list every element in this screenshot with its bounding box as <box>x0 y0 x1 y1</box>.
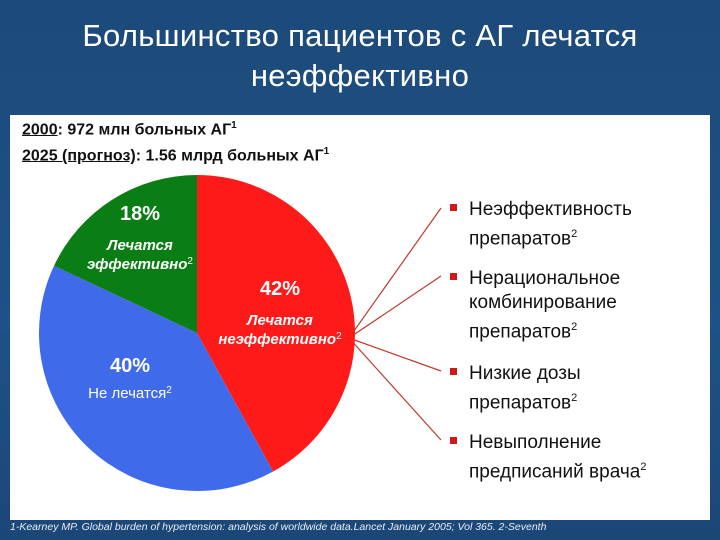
reason-2-line1: Нерациональное <box>469 268 621 289</box>
pie-slice-3-ref: 2 <box>187 256 193 267</box>
pie-slices <box>38 175 355 491</box>
pie-slice-2-label: Не лечатся2 <box>88 385 172 402</box>
pie-slice-3 <box>54 175 198 333</box>
stat-2025-label: 2025 (прогноз) <box>22 147 136 165</box>
reason-3-line2: препаратов <box>469 392 572 414</box>
connector-line-4 <box>348 337 442 441</box>
pie-slice-labels: 42% Лечатся неэффективно2 40% Не лечатся2 18%… <box>87 203 342 402</box>
reason-1-ref: 2 <box>571 228 578 240</box>
pie-slice-2-percent: 40% <box>110 355 150 377</box>
stat-2000-year: 2000 <box>22 121 58 139</box>
reason-4-ref: 2 <box>640 461 647 473</box>
reason-3-line1: Низкие дозы <box>469 363 581 384</box>
pie-slice-3-label-line2: эффективно2 <box>87 256 193 273</box>
reason-4-line2: предписаний врача <box>469 461 641 483</box>
pie-slice-3-label: Лечатся <box>106 237 173 254</box>
pie-slice-1-label-line2: неэффективно2 <box>218 331 342 348</box>
reason-item-2: Нерациональное комбинирование препаратов2 <box>448 267 620 344</box>
reason-2-line2: комбинирование <box>469 292 617 313</box>
pie-slice-1-label: Лечатся <box>246 312 313 329</box>
reason-2-line3: препаратов <box>469 321 572 343</box>
pie-slice-3-percent: 18% <box>120 203 160 225</box>
pie-slice-1-percent: 42% <box>260 278 300 300</box>
connector-line-3 <box>348 337 442 372</box>
stat-2000: 2000: 972 млн больных АГ1 <box>22 120 237 139</box>
pie-slice-1 <box>197 175 355 472</box>
connector-lines <box>348 207 442 441</box>
stat-2025-text: : 1.56 млрд больных АГ <box>135 147 324 165</box>
reason-item-4: Невыполнение предписаний врача2 <box>448 431 646 484</box>
slide-title: Большинство пациентов с АГ лечатся неэфф… <box>20 16 700 96</box>
pie-slice-1-ref: 2 <box>336 331 342 342</box>
connector-line-1 <box>348 207 442 339</box>
slide-title-line1: Большинство пациентов с АГ лечатся <box>82 18 638 53</box>
reason-4-line1: Невыполнение <box>469 432 602 453</box>
slide-title-line2: неэффективно <box>250 58 470 93</box>
pie-slice-2 <box>38 265 274 491</box>
stat-2025: 2025 (прогноз): 1.56 млрд больных АГ1 <box>22 146 329 165</box>
reason-item-1: Неэффективность препаратов2 <box>448 198 632 251</box>
reason-1-line1: Неэффективность <box>469 199 632 220</box>
stat-2000-text: : 972 млн больных АГ <box>57 121 232 139</box>
pie-slice-2-ref: 2 <box>166 385 172 396</box>
reason-2-ref: 2 <box>571 321 578 333</box>
connector-line-2 <box>348 275 442 339</box>
stat-2000-ref: 1 <box>231 120 237 131</box>
reason-3-ref: 2 <box>571 392 578 404</box>
stat-2025-ref: 1 <box>323 146 330 157</box>
reason-1-line2: препаратов <box>469 228 572 250</box>
footnote: 1-Kearney MP. Global burden of hypertens… <box>10 521 547 533</box>
reason-item-3: Низкие дозы препаратов2 <box>448 362 581 415</box>
